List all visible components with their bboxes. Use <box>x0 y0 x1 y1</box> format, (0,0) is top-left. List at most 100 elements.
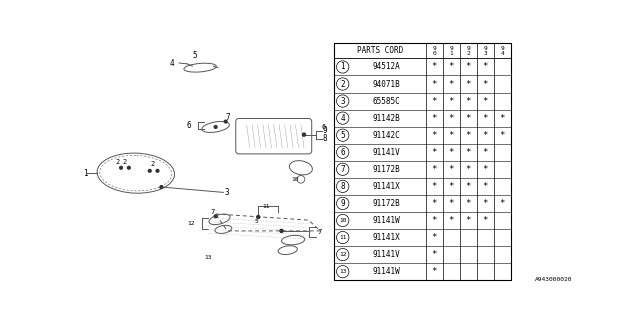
Circle shape <box>148 170 151 172</box>
Text: 2: 2 <box>123 159 127 165</box>
Text: *: * <box>449 62 454 71</box>
Text: *: * <box>431 79 437 89</box>
Text: 11: 11 <box>339 235 346 240</box>
Circle shape <box>127 166 130 169</box>
Text: *: * <box>431 62 437 71</box>
Text: 65585C: 65585C <box>372 97 400 106</box>
Text: *: * <box>449 165 454 174</box>
Text: *: * <box>449 182 454 191</box>
Text: 6: 6 <box>322 124 326 130</box>
Text: *: * <box>483 97 488 106</box>
Text: 1: 1 <box>340 62 345 71</box>
Text: 91172B: 91172B <box>372 165 400 174</box>
Text: 91141X: 91141X <box>372 182 400 191</box>
Text: 91141W: 91141W <box>372 216 400 225</box>
Text: 91142C: 91142C <box>372 131 400 140</box>
Text: 10: 10 <box>292 177 300 182</box>
Text: *: * <box>449 97 454 106</box>
Text: 5: 5 <box>254 219 258 224</box>
Text: 1: 1 <box>83 169 88 178</box>
Text: 9
2: 9 2 <box>467 45 470 56</box>
Text: *: * <box>465 199 471 208</box>
Text: *: * <box>465 62 471 71</box>
Text: *: * <box>431 114 437 123</box>
Text: *: * <box>465 216 471 225</box>
Circle shape <box>303 133 305 136</box>
Text: 10: 10 <box>339 218 346 223</box>
Text: 7: 7 <box>210 209 214 215</box>
Text: 6: 6 <box>186 121 191 130</box>
Text: *: * <box>483 131 488 140</box>
Text: *: * <box>483 199 488 208</box>
Text: PARTS CORD: PARTS CORD <box>357 46 403 55</box>
Text: 3: 3 <box>225 188 230 197</box>
Bar <box>334 43 511 59</box>
Text: *: * <box>465 79 471 89</box>
Bar <box>334 43 511 280</box>
Text: 7: 7 <box>317 229 321 236</box>
Circle shape <box>120 166 122 169</box>
Text: *: * <box>483 114 488 123</box>
Text: *: * <box>483 148 488 157</box>
Text: 91172B: 91172B <box>372 199 400 208</box>
Circle shape <box>224 120 227 123</box>
Text: *: * <box>465 114 471 123</box>
Text: *: * <box>483 165 488 174</box>
Text: *: * <box>431 182 437 191</box>
Text: *: * <box>465 97 471 106</box>
Text: *: * <box>449 131 454 140</box>
Text: 91141W: 91141W <box>372 267 400 276</box>
Text: *: * <box>431 97 437 106</box>
Text: 12: 12 <box>187 221 195 226</box>
Text: 9
3: 9 3 <box>483 45 487 56</box>
Text: *: * <box>431 165 437 174</box>
Text: *: * <box>500 199 505 208</box>
Text: 5: 5 <box>340 131 345 140</box>
Text: *: * <box>465 131 471 140</box>
Text: *: * <box>431 216 437 225</box>
Text: *: * <box>483 79 488 89</box>
Text: *: * <box>449 216 454 225</box>
Text: 7: 7 <box>226 113 230 122</box>
Text: *: * <box>500 114 505 123</box>
Text: 11: 11 <box>262 204 269 209</box>
Text: 3: 3 <box>340 97 345 106</box>
Text: *: * <box>449 114 454 123</box>
Text: 9
4: 9 4 <box>500 45 504 56</box>
Text: 2: 2 <box>340 79 345 89</box>
Circle shape <box>156 170 159 172</box>
Text: 94512A: 94512A <box>372 62 400 71</box>
Text: *: * <box>431 233 437 242</box>
Text: *: * <box>465 182 471 191</box>
Text: *: * <box>449 199 454 208</box>
Text: *: * <box>500 131 505 140</box>
Text: 4: 4 <box>170 59 175 68</box>
Text: 9: 9 <box>340 199 345 208</box>
Text: *: * <box>483 62 488 71</box>
Text: *: * <box>483 216 488 225</box>
Text: 4: 4 <box>340 114 345 123</box>
Text: 2: 2 <box>115 159 119 165</box>
Text: 9: 9 <box>323 126 327 135</box>
Text: *: * <box>449 79 454 89</box>
Text: 91141X: 91141X <box>372 233 400 242</box>
Text: 5: 5 <box>193 51 197 60</box>
Text: 9
1: 9 1 <box>449 45 453 56</box>
Circle shape <box>257 215 260 219</box>
Text: 91141V: 91141V <box>372 250 400 259</box>
Text: A943000020: A943000020 <box>534 277 572 282</box>
Text: *: * <box>431 250 437 259</box>
Text: 6: 6 <box>340 148 345 157</box>
Text: 91141V: 91141V <box>372 148 400 157</box>
Text: 9
0: 9 0 <box>432 45 436 56</box>
Text: 91142B: 91142B <box>372 114 400 123</box>
Text: *: * <box>483 182 488 191</box>
Text: *: * <box>465 148 471 157</box>
Circle shape <box>280 229 283 232</box>
Text: 8: 8 <box>323 134 327 143</box>
Text: 13: 13 <box>204 255 211 260</box>
Text: 13: 13 <box>339 269 346 274</box>
Text: *: * <box>431 267 437 276</box>
Text: *: * <box>431 131 437 140</box>
Circle shape <box>160 186 163 188</box>
